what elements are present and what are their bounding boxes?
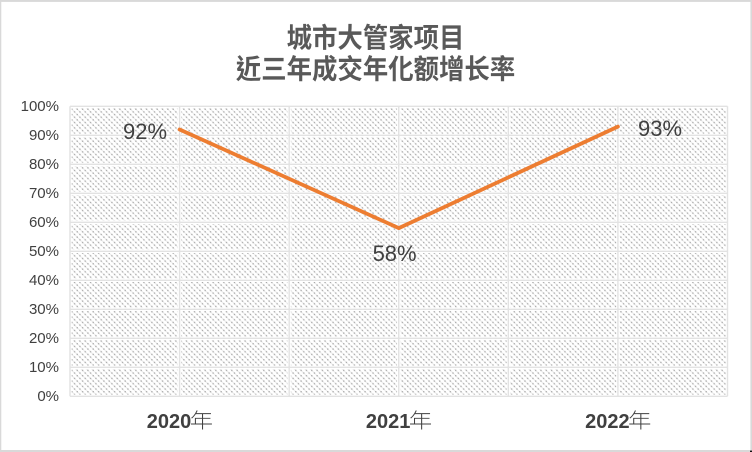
svg-text:60%: 60% — [29, 214, 59, 231]
svg-text:0%: 0% — [37, 388, 59, 405]
svg-text:93%: 93% — [638, 116, 682, 141]
svg-text:90%: 90% — [29, 127, 59, 144]
svg-text:58%: 58% — [373, 241, 417, 266]
svg-text:80%: 80% — [29, 156, 59, 173]
svg-text:10%: 10% — [29, 359, 59, 376]
svg-text:92%: 92% — [123, 119, 167, 144]
svg-text:30%: 30% — [29, 301, 59, 318]
svg-text:100%: 100% — [21, 98, 59, 115]
svg-text:40%: 40% — [29, 272, 59, 289]
svg-text:20%: 20% — [29, 330, 59, 347]
svg-text:2022: 2022 — [585, 411, 630, 433]
svg-text:2020: 2020 — [147, 411, 192, 433]
svg-text:2021: 2021 — [366, 411, 411, 433]
svg-text:70%: 70% — [29, 185, 59, 202]
svg-text:50%: 50% — [29, 243, 59, 260]
